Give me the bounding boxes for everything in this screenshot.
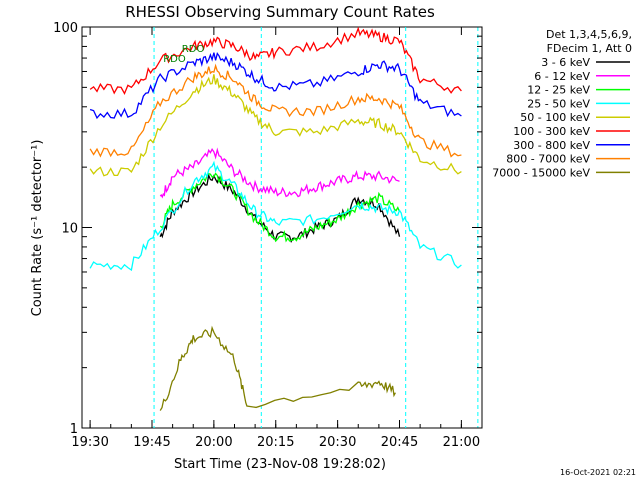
y-tick-label-0: 1 [70,422,78,437]
series-line-3 [89,160,462,272]
x-axis-label: Start Time (23-Nov-08 19:28:02) [174,457,386,472]
series-line-6 [89,52,462,120]
legend-label-8: 7000 - 15000 keV [492,166,590,179]
series-line-4 [89,74,462,177]
attenuator-label-0: RDO [163,54,186,65]
legend-label-6: 300 - 800 keV [513,139,590,152]
legend-header-decimation: FDecim 1, Att 0 [547,42,632,55]
legend-label-3: 25 - 50 keV [527,97,590,110]
legend-label-4: 50 - 100 keV [520,111,590,124]
y-axis-label: Count Rate (s⁻¹ detector⁻¹) [30,140,45,317]
generated-timestamp: 16-Oct-2021 02:21 [560,468,636,477]
legend-label-2: 12 - 25 keV [527,84,590,97]
series-line-0 [159,173,401,244]
legend-label-7: 800 - 7000 keV [506,153,590,166]
legend-label-0: 3 - 6 keV [541,56,590,69]
series-line-5 [89,26,462,95]
series-line-2 [159,172,401,243]
series-layer [89,26,462,411]
x-axis-ticks: 19:30 19:45 20:00 20:15 20:30 20:45 21:00 [71,27,483,450]
x-tick-label-4: 20:30 [319,435,356,450]
legend-label-5: 100 - 300 keV [513,125,590,138]
x-tick-label-5: 20:45 [381,435,418,450]
x-tick-label-2: 20:00 [195,435,232,450]
legend-label-1: 6 - 12 keV [534,70,590,83]
night-boundary-lines [153,27,479,428]
y-tick-label-2: 100 [53,21,78,36]
series-line-1 [159,147,400,199]
y-axis-ticks: 1 10 100 [53,21,482,437]
y-tick-label-1: 10 [61,222,78,237]
chart-title: RHESSI Observing Summary Count Rates [125,3,435,21]
attenuator-label-1: RDO [182,44,205,55]
x-tick-label-6: 21:00 [443,435,480,450]
legend-header-detectors: Det 1,3,4,5,6,9, [546,28,632,41]
x-tick-label-1: 19:45 [133,435,170,450]
x-tick-label-0: 19:30 [71,435,108,450]
series-line-8 [159,325,396,411]
x-tick-label-3: 20:15 [257,435,294,450]
series-line-7 [89,63,462,158]
legend: Det 1,3,4,5,6,9, FDecim 1, Att 0 3 - 6 k… [492,28,632,179]
